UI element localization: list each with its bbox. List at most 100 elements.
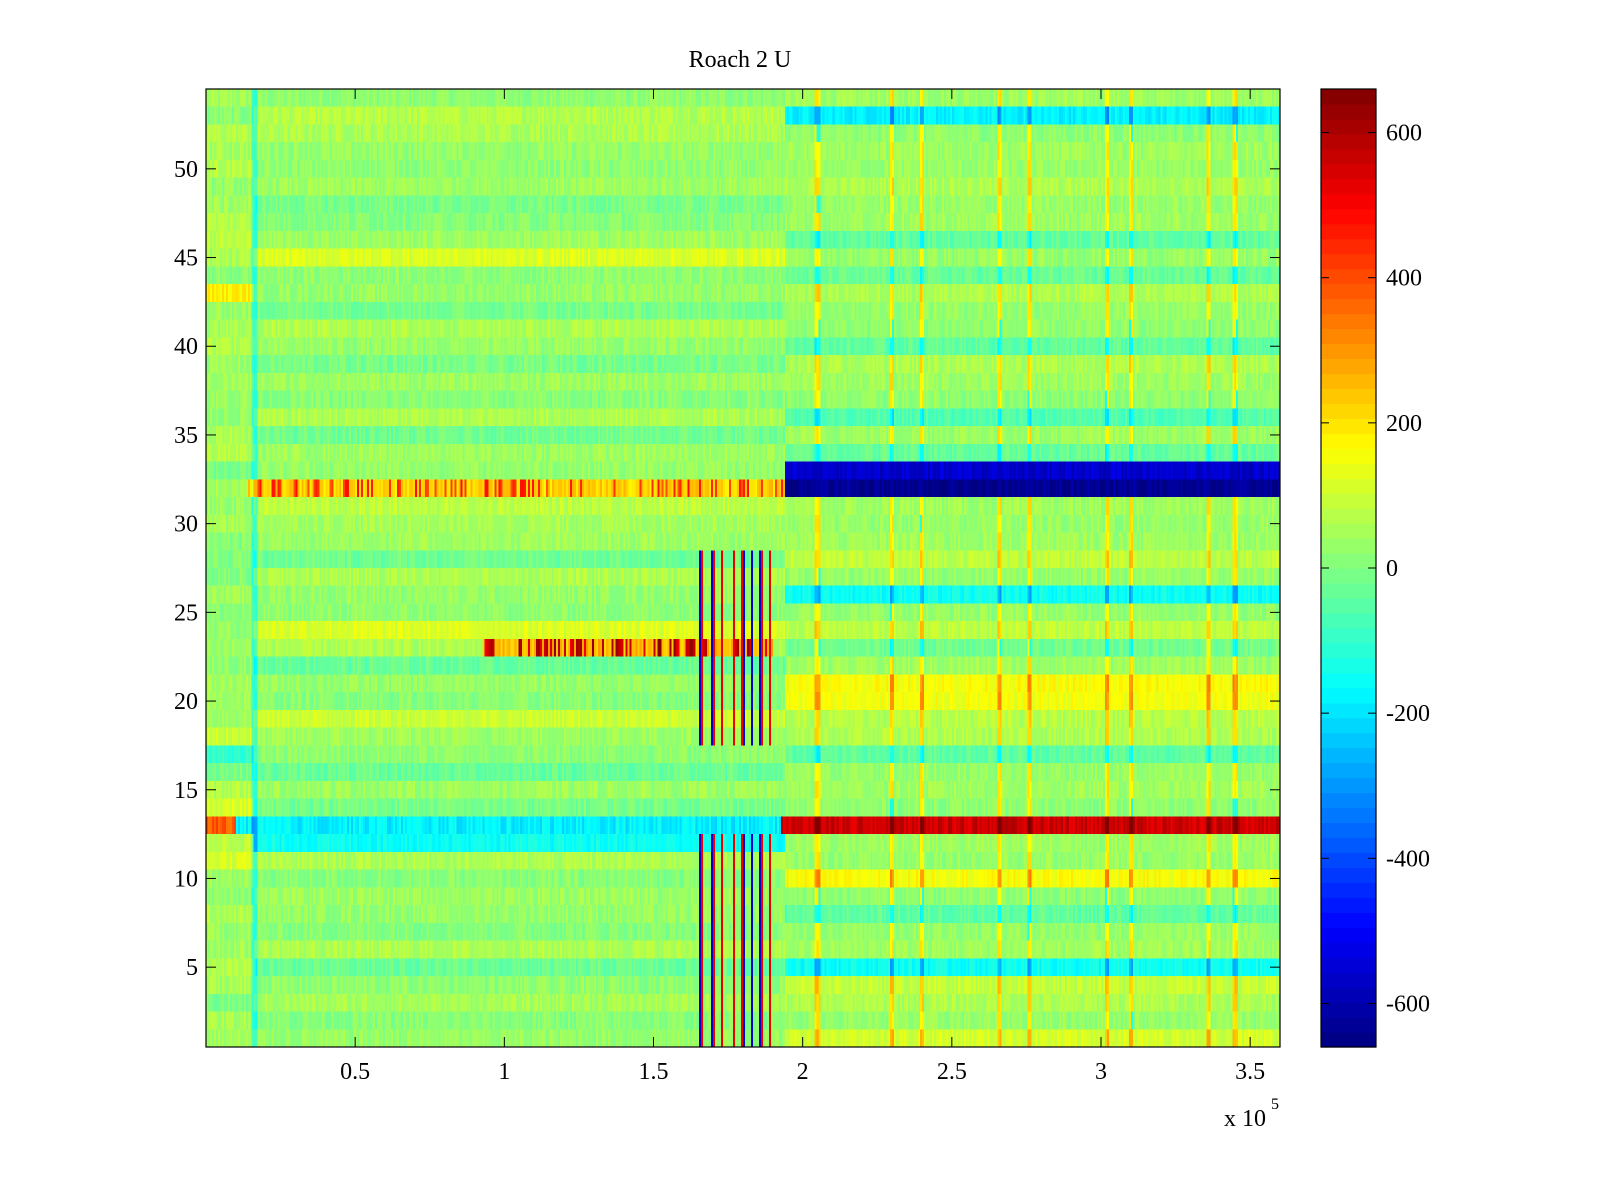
colorbar-swatch [1321, 538, 1376, 554]
colorbar-swatch [1321, 582, 1376, 599]
colorbar-swatch [1321, 822, 1376, 839]
colorbar-tick-label: 400 [1386, 266, 1422, 292]
heatmap-image [206, 89, 1280, 1047]
colorbar-swatch [1321, 957, 1376, 973]
colorbar-swatch [1321, 568, 1376, 584]
colorbar-swatch [1321, 223, 1376, 240]
colorbar-swatch [1321, 987, 1376, 1003]
colorbar-tick-label: -600 [1386, 991, 1430, 1017]
y-tick-label: 10 [174, 866, 198, 892]
colorbar-swatch [1321, 463, 1376, 479]
y-tick-label: 50 [174, 157, 198, 183]
colorbar-swatch [1321, 867, 1376, 883]
colorbar-swatch [1321, 852, 1376, 868]
colorbar [1320, 88, 1377, 1048]
colorbar-swatch [1321, 762, 1376, 779]
x-tick-label: 1.5 [639, 1059, 669, 1085]
y-axis: 5 10 15 20 25 30 35 40 45 50 [174, 157, 1280, 981]
colorbar-swatch [1321, 597, 1376, 614]
colorbar-swatch [1321, 508, 1376, 524]
colorbar-swatch [1321, 777, 1376, 794]
colorbar-swatch [1321, 732, 1376, 749]
colorbar-swatch [1321, 163, 1376, 180]
colorbar-swatch [1321, 208, 1376, 225]
colorbar-swatch [1321, 343, 1376, 360]
colorbar-swatch [1321, 283, 1376, 300]
colorbar-swatch [1321, 792, 1376, 809]
colorbar-swatch [1321, 238, 1376, 255]
colorbar-swatch [1321, 912, 1376, 928]
colorbar-swatch [1321, 1002, 1376, 1018]
colorbar-swatch [1321, 268, 1376, 285]
colorbar-swatch [1321, 672, 1376, 689]
colorbar-swatch [1321, 972, 1376, 988]
x-tick-label: 3 [1095, 1059, 1107, 1085]
colorbar-axis: 600 400 200 0 -200 -400 -600 [1321, 121, 1430, 1017]
plot-axes-frame [205, 88, 1281, 1048]
colorbar-swatch [1321, 657, 1376, 674]
colorbar-swatch [1321, 118, 1376, 135]
colorbar-swatch [1321, 193, 1376, 210]
colorbar-swatch [1321, 103, 1376, 120]
x-tick-label: 3.5 [1235, 1059, 1265, 1085]
x-axis: 0.5 1 1.5 2 2.5 3 3.5 [340, 89, 1265, 1085]
colorbar-swatch [1321, 373, 1376, 389]
colorbar-tick-label: -200 [1386, 701, 1430, 727]
y-tick-label: 30 [174, 512, 198, 538]
colorbar-swatch [1321, 523, 1376, 539]
x-axis-multiplier: x 10 5 [1224, 1096, 1279, 1132]
y-tick-label: 40 [174, 334, 198, 360]
colorbar-swatch [1321, 627, 1376, 644]
colorbar-swatch [1321, 702, 1376, 719]
colorbar-swatch [1321, 493, 1376, 509]
colorbar-swatch [1321, 747, 1376, 764]
colorbar-swatch [1321, 837, 1376, 854]
colorbar-swatch [1321, 358, 1376, 375]
colorbar-swatch [1321, 448, 1376, 464]
colorbar-swatch [1321, 897, 1376, 913]
colorbar-swatch [1321, 178, 1376, 195]
colorbar-swatch [1321, 253, 1376, 270]
colorbar-tick-label: 200 [1386, 411, 1422, 437]
colorbar-tick-label: 0 [1386, 556, 1398, 582]
colorbar-swatch [1321, 553, 1376, 569]
colorbar-swatch [1321, 1032, 1376, 1048]
x-multiplier-label: x 10 [1224, 1106, 1266, 1132]
colorbar-swatch [1321, 927, 1376, 943]
colorbar-swatch [1321, 882, 1376, 898]
colorbar-swatch [1321, 89, 1376, 105]
chart-title: Roach 2 U [689, 47, 792, 73]
colorbar-swatch [1321, 478, 1376, 494]
colorbar-swatch [1321, 687, 1376, 704]
colorbar-swatch [1321, 433, 1376, 449]
colorbar-swatch [1321, 942, 1376, 958]
colorbar-swatch [1321, 148, 1376, 165]
colorbar-swatch [1321, 612, 1376, 629]
y-tick-label: 25 [174, 600, 198, 626]
x-multiplier-exponent: 5 [1271, 1096, 1279, 1113]
y-tick-label: 45 [174, 246, 198, 272]
y-tick-label: 20 [174, 689, 198, 715]
colorbar-swatch [1321, 328, 1376, 345]
colorbar-swatch [1321, 418, 1376, 434]
colorbar-tick-label: 600 [1386, 121, 1422, 147]
colorbar-swatch [1321, 717, 1376, 734]
colorbar-swatch [1321, 403, 1376, 419]
y-tick-label: 15 [174, 778, 198, 804]
colorbar-tick-label: -400 [1386, 846, 1430, 872]
y-tick-label: 35 [174, 423, 198, 449]
x-tick-label: 2.5 [937, 1059, 967, 1085]
heatmap-cells [206, 89, 1280, 1047]
colorbar-swatch [1321, 642, 1376, 659]
y-tick-label: 5 [186, 955, 198, 981]
x-tick-label: 2 [797, 1059, 809, 1085]
colorbar-swatch [1321, 133, 1376, 150]
colorbar-swatch [1321, 1017, 1376, 1033]
colorbar-swatch [1321, 298, 1376, 315]
x-tick-label: 1 [498, 1059, 510, 1085]
colorbar-swatch [1321, 313, 1376, 330]
colorbar-swatch [1321, 388, 1376, 404]
colorbar-swatch [1321, 807, 1376, 824]
x-tick-label: 0.5 [340, 1059, 370, 1085]
